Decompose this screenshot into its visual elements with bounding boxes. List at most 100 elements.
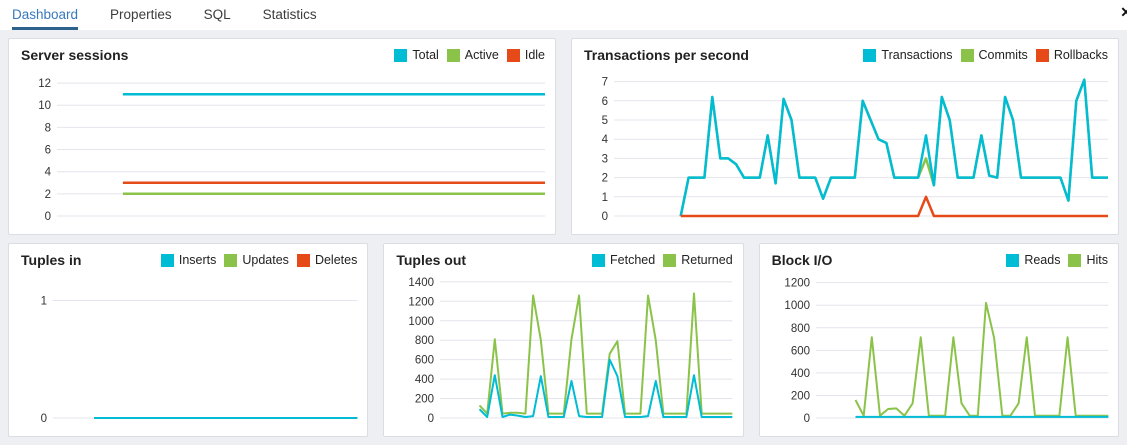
panel-title: Block I/O xyxy=(771,252,833,268)
legend-swatch-icon xyxy=(960,48,974,62)
svg-text:1: 1 xyxy=(602,192,608,204)
transactions-per-second-chart: 7 6 5 4 3 2 1 0 xyxy=(578,65,1112,230)
legend-item: Updates xyxy=(224,253,289,267)
svg-text:7: 7 xyxy=(602,77,608,89)
svg-text:6: 6 xyxy=(45,145,51,157)
block-io-chart: 1200 1000 800 600 400 200 0 xyxy=(766,270,1112,432)
close-icon[interactable]: ✕ xyxy=(1120,4,1127,20)
legend-label: Idle xyxy=(524,48,545,62)
svg-text:3: 3 xyxy=(602,153,608,165)
svg-text:0: 0 xyxy=(428,413,434,425)
legend-swatch-icon xyxy=(296,253,310,267)
svg-text:8: 8 xyxy=(45,122,51,134)
panel-tuples-out: Tuples out Fetched Returned 1400 1200 1000 8… xyxy=(383,243,744,437)
transactions-per-second-canvas: 7 6 5 4 3 2 1 0 xyxy=(602,77,1108,223)
tab-properties[interactable]: Properties xyxy=(110,7,172,22)
dashboard-row-1: Server sessions Total Active Idle 12 10 8 6 4 2… xyxy=(8,38,1119,235)
svg-text:2: 2 xyxy=(45,189,51,201)
tuples-in-canvas: 10 xyxy=(41,296,358,425)
legend-item: Fetched xyxy=(592,253,655,267)
tuples-out-canvas: 1400 1200 1000 800 600 400 200 0 xyxy=(409,277,733,425)
svg-text:0: 0 xyxy=(45,211,51,223)
legend-label: Total xyxy=(412,48,439,62)
legend-label: Hits xyxy=(1086,253,1108,267)
legend-swatch-icon xyxy=(663,253,677,267)
panel-transactions-per-second: Transactions per second Transactions Comm… xyxy=(571,38,1119,235)
svg-text:4: 4 xyxy=(602,134,609,146)
svg-text:1000: 1000 xyxy=(784,300,810,312)
panel-block-io: Block I/O Reads Hits 1200 1000 800 600 400 200… xyxy=(758,243,1119,437)
legend-item: Idle xyxy=(506,48,545,62)
svg-text:400: 400 xyxy=(415,374,434,386)
legend-swatch-icon xyxy=(224,253,238,267)
svg-text:6: 6 xyxy=(602,96,608,108)
legend-item: Commits xyxy=(960,48,1028,62)
legend-swatch-icon xyxy=(446,48,460,62)
svg-text:600: 600 xyxy=(791,345,810,357)
block-io-canvas: 1200 1000 800 600 400 200 0 xyxy=(784,278,1108,425)
legend-item: Rollbacks xyxy=(1035,48,1108,62)
server-sessions-chart: 12 10 8 6 4 2 0 xyxy=(15,65,549,230)
legend-label: Fetched xyxy=(610,253,656,267)
tuples-out-chart: 1400 1200 1000 800 600 400 200 0 xyxy=(390,270,736,432)
svg-text:800: 800 xyxy=(791,323,810,335)
legend-swatch-icon xyxy=(863,48,877,62)
tab-statistics[interactable]: Statistics xyxy=(262,7,317,22)
svg-text:400: 400 xyxy=(791,368,810,380)
legend-item: Inserts xyxy=(160,253,216,267)
panel-header: Transactions per second Transactions Comm… xyxy=(572,39,1118,65)
svg-text:1400: 1400 xyxy=(409,277,435,289)
legend-swatch-icon xyxy=(160,253,174,267)
legend-item: Total xyxy=(394,48,439,62)
svg-text:2: 2 xyxy=(602,173,608,185)
legend-swatch-icon xyxy=(1068,253,1082,267)
svg-text:800: 800 xyxy=(415,335,434,347)
tab-dashboard[interactable]: Dashboard xyxy=(12,0,79,30)
svg-text:600: 600 xyxy=(415,355,434,367)
legend-swatch-icon xyxy=(1006,253,1020,267)
svg-text:1000: 1000 xyxy=(409,316,435,328)
legend-item: Reads xyxy=(1006,253,1060,267)
legend-label: Deletes xyxy=(314,253,358,267)
legend: Total Active Idle xyxy=(394,48,545,62)
legend-swatch-icon xyxy=(592,253,606,267)
legend-label: Rollbacks xyxy=(1053,48,1108,62)
legend-label: Commits xyxy=(978,48,1028,62)
panel-header: Server sessions Total Active Idle xyxy=(9,39,555,65)
svg-text:200: 200 xyxy=(791,390,810,402)
legend-swatch-icon xyxy=(1035,48,1049,62)
dashboard-grid: Server sessions Total Active Idle 12 10 8 6 4 2… xyxy=(0,30,1127,445)
tab-sql[interactable]: SQL xyxy=(203,7,231,22)
svg-text:0: 0 xyxy=(803,413,809,425)
legend-item: Hits xyxy=(1068,253,1108,267)
legend-item: Returned xyxy=(663,253,733,267)
svg-text:5: 5 xyxy=(602,115,608,127)
legend: Transactions Commits Rollbacks xyxy=(863,48,1108,62)
legend-item: Transactions xyxy=(863,48,953,62)
legend: Fetched Returned xyxy=(592,253,733,267)
legend-label: Transactions xyxy=(881,48,953,62)
svg-text:1: 1 xyxy=(41,296,47,308)
svg-text:12: 12 xyxy=(38,78,51,90)
legend-swatch-icon xyxy=(394,48,408,62)
svg-text:4: 4 xyxy=(45,167,52,179)
svg-text:200: 200 xyxy=(415,394,434,406)
legend-swatch-icon xyxy=(506,48,520,62)
panel-header: Tuples in Inserts Updates Deletes xyxy=(9,244,367,270)
panel-header: Tuples out Fetched Returned xyxy=(384,244,742,270)
legend-label: Returned xyxy=(681,253,733,267)
legend: Reads Hits xyxy=(1006,253,1108,267)
svg-text:1200: 1200 xyxy=(784,278,810,290)
panel-title: Transactions per second xyxy=(584,47,749,63)
svg-text:1200: 1200 xyxy=(409,296,435,308)
panel-header: Block I/O Reads Hits xyxy=(760,244,1118,270)
svg-text:10: 10 xyxy=(38,100,51,112)
svg-text:0: 0 xyxy=(41,413,47,425)
tab-bar: Dashboard Properties SQL Statistics ✕ xyxy=(0,0,1127,30)
panel-server-sessions: Server sessions Total Active Idle 12 10 8 6 4 2… xyxy=(8,38,556,235)
panel-title: Tuples in xyxy=(21,252,82,268)
legend-label: Active xyxy=(464,48,499,62)
